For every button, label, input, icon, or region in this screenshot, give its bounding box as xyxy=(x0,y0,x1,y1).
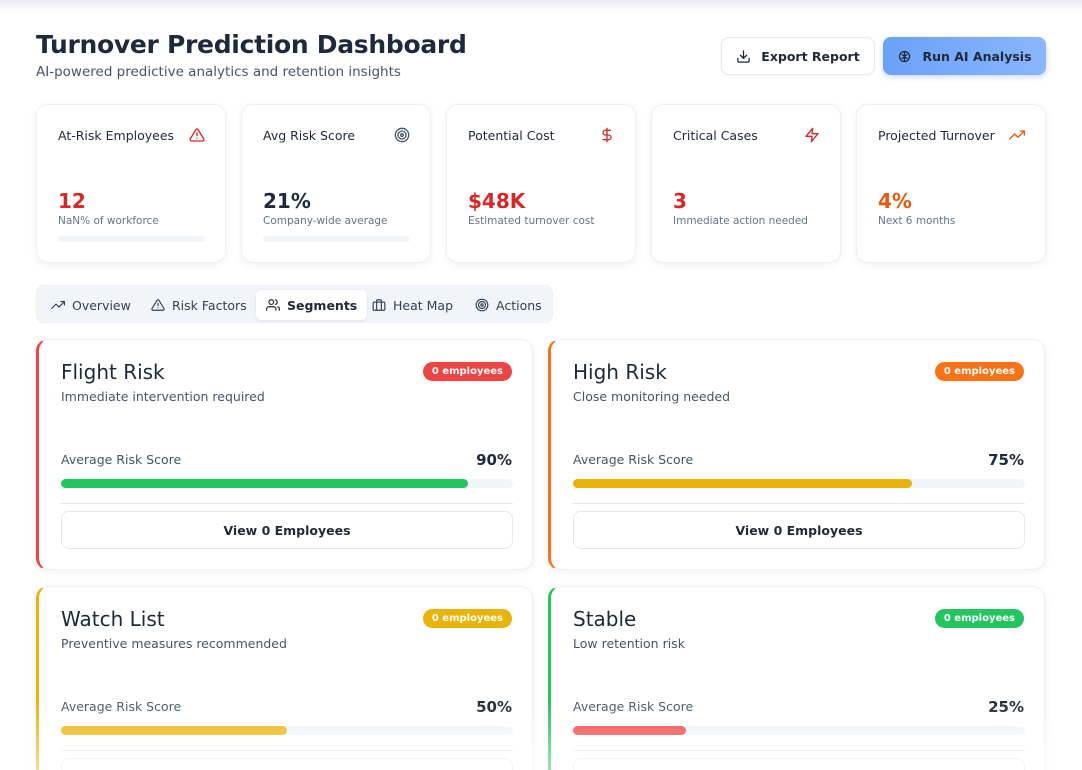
kpi-subtext: Company-wide average xyxy=(263,215,388,227)
view-employees-button[interactable]: View 0 Employees xyxy=(573,511,1025,549)
kpi-progress-track xyxy=(263,236,410,242)
tab-overview[interactable]: Overview xyxy=(41,290,141,320)
average-risk-label: Average Risk Score xyxy=(61,452,182,467)
tab-label: Overview xyxy=(72,297,131,313)
segment-card-high-risk: High Risk Close monitoring needed 0 empl… xyxy=(548,339,1045,570)
kpi-subtext: Estimated turnover cost xyxy=(468,215,595,227)
tab-heat-map[interactable]: Heat Map xyxy=(362,290,463,320)
divider xyxy=(61,750,513,751)
segment-card-flight-risk: Flight Risk Immediate intervention requi… xyxy=(36,339,533,570)
average-risk-value: 90% xyxy=(476,451,512,469)
view-employees-button[interactable]: View 0 Employees xyxy=(61,758,513,770)
top-shadow xyxy=(0,0,1082,14)
kpi-value: 3 xyxy=(673,189,687,213)
segment-title: Flight Risk xyxy=(61,360,165,384)
tab-label: Heat Map xyxy=(393,297,454,313)
tab-bar: Overview Risk Factors Segments Heat Map … xyxy=(36,285,553,323)
kpi-label: Potential Cost xyxy=(468,128,555,143)
view-employees-button[interactable]: View 0 Employees xyxy=(573,758,1025,770)
target-icon xyxy=(475,298,489,312)
segment-title: High Risk xyxy=(573,360,667,384)
kpi-card-at-risk: At-Risk Employees 12 NaN% of workforce xyxy=(36,104,226,263)
employee-count-badge: 0 employees xyxy=(422,362,512,381)
risk-progress-fill xyxy=(61,726,287,735)
page-header: Turnover Prediction Dashboard AI-powered… xyxy=(36,30,467,80)
page-title: Turnover Prediction Dashboard xyxy=(36,30,467,59)
risk-progress-track xyxy=(573,479,1025,488)
divider xyxy=(61,503,513,504)
divider xyxy=(573,503,1025,504)
divider xyxy=(573,750,1025,751)
kpi-label: At-Risk Employees xyxy=(58,128,175,143)
kpi-card-avg-risk: Avg Risk Score 21% Company-wide average xyxy=(241,104,431,263)
kpi-progress-track xyxy=(58,236,205,242)
trending-up-icon xyxy=(51,300,65,310)
tab-segments[interactable]: Segments xyxy=(256,290,368,320)
kpi-subtext: Next 6 months xyxy=(878,215,956,227)
kpi-value: $48K xyxy=(468,189,526,213)
download-icon xyxy=(737,49,751,63)
segment-title: Watch List xyxy=(61,607,165,631)
trending-up-icon xyxy=(1009,130,1025,140)
average-risk-value: 50% xyxy=(476,698,512,716)
export-report-label: Export Report xyxy=(761,48,860,64)
average-risk-value: 25% xyxy=(988,698,1024,716)
alert-triangle-icon xyxy=(151,299,165,311)
average-risk-label: Average Risk Score xyxy=(573,452,694,467)
briefcase-icon xyxy=(372,299,386,311)
kpi-card-potential-cost: Potential Cost $48K Estimated turnover c… xyxy=(446,104,636,263)
dollar-icon xyxy=(602,127,612,143)
view-employees-button[interactable]: View 0 Employees xyxy=(61,511,513,549)
target-icon xyxy=(394,127,410,143)
tab-label: Actions xyxy=(496,297,542,313)
risk-progress-fill xyxy=(573,726,686,735)
users-icon xyxy=(266,299,280,311)
export-report-button[interactable]: Export Report xyxy=(721,37,875,75)
segment-description: Preventive measures recommended xyxy=(61,636,287,651)
risk-progress-fill xyxy=(61,479,468,488)
kpi-label: Projected Turnover xyxy=(878,128,995,143)
risk-progress-track xyxy=(61,479,513,488)
segment-description: Low retention risk xyxy=(573,636,685,651)
kpi-label: Critical Cases xyxy=(673,128,758,143)
kpi-value: 21% xyxy=(263,189,311,213)
risk-progress-fill xyxy=(573,479,912,488)
segment-description: Close monitoring needed xyxy=(573,389,731,404)
kpi-card-projected-turnover: Projected Turnover 4% Next 6 months xyxy=(856,104,1046,263)
employee-count-badge: 0 employees xyxy=(422,609,512,628)
kpi-subtext: Immediate action needed xyxy=(673,215,808,227)
kpi-subtext: NaN% of workforce xyxy=(58,215,159,227)
alert-triangle-icon xyxy=(189,128,205,142)
risk-progress-track xyxy=(61,726,513,735)
average-risk-value: 75% xyxy=(988,451,1024,469)
tab-label: Risk Factors xyxy=(172,297,247,313)
run-ai-analysis-button[interactable]: Run AI Analysis xyxy=(883,37,1046,75)
average-risk-label: Average Risk Score xyxy=(61,699,182,714)
segment-card-stable: Stable Low retention risk 0 employees Av… xyxy=(548,586,1045,770)
kpi-card-critical-cases: Critical Cases 3 Immediate action needed xyxy=(651,104,841,263)
run-ai-analysis-label: Run AI Analysis xyxy=(922,48,1032,64)
tab-actions[interactable]: Actions xyxy=(465,290,552,320)
kpi-value: 4% xyxy=(878,189,912,213)
risk-progress-track xyxy=(573,726,1025,735)
brain-icon xyxy=(899,50,911,62)
tab-risk-factors[interactable]: Risk Factors xyxy=(141,290,257,320)
kpi-value: 12 xyxy=(58,189,86,213)
segment-title: Stable xyxy=(573,607,637,631)
segment-description: Immediate intervention required xyxy=(61,389,265,404)
kpi-label: Avg Risk Score xyxy=(263,128,356,143)
employee-count-badge: 0 employees xyxy=(934,609,1024,628)
tab-label: Segments xyxy=(287,297,358,313)
page-subtitle: AI-powered predictive analytics and rete… xyxy=(36,64,401,80)
zap-icon xyxy=(805,127,819,143)
average-risk-label: Average Risk Score xyxy=(573,699,694,714)
employee-count-badge: 0 employees xyxy=(934,362,1024,381)
segment-card-watch-list: Watch List Preventive measures recommend… xyxy=(36,586,533,770)
